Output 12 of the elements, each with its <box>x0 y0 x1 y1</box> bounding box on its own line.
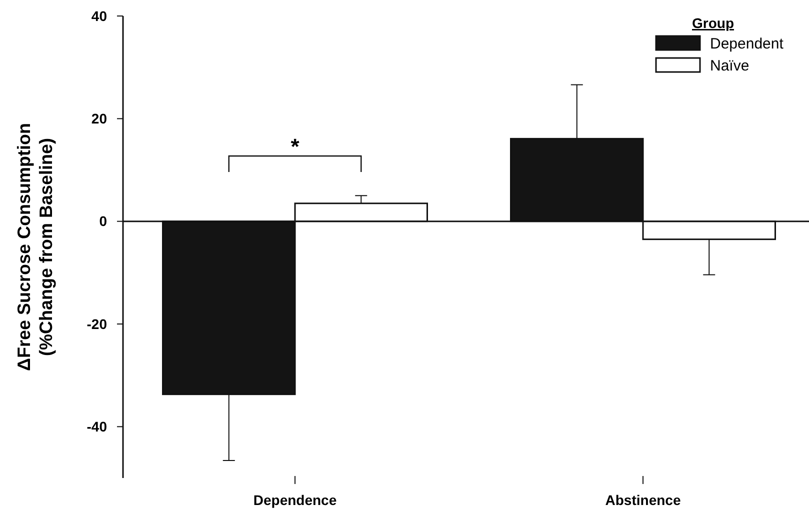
y-tick-label: -20 <box>86 316 108 332</box>
y-axis-title: ΔFree Sucrose Consumption (%Change from Baseline) <box>14 123 56 371</box>
y-tick-label: 0 <box>99 213 108 230</box>
x-tick-label: Abstinence <box>605 492 681 508</box>
legend-title: Group <box>692 15 734 31</box>
annotation: * <box>290 134 300 159</box>
y-tick-label: -40 <box>86 418 108 435</box>
x-tick-label: Dependence <box>253 492 337 508</box>
y-tick-label: 20 <box>91 110 108 127</box>
legend-label: Naïve <box>710 57 750 74</box>
y-tick-label: 40 <box>91 8 108 24</box>
legend-label: Dependent <box>710 35 784 52</box>
